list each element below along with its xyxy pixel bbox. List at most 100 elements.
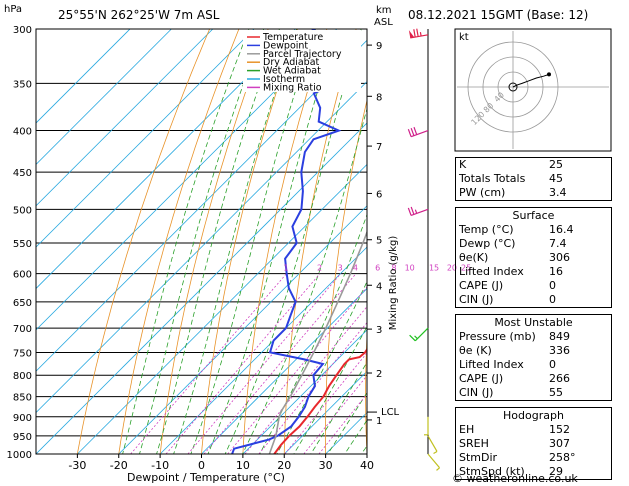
hodo-value: 152 — [549, 423, 570, 436]
surface-value: 0 — [549, 293, 556, 306]
pressure-tick-label: 300 — [13, 25, 32, 36]
hodograph-unit: kt — [459, 32, 469, 43]
indices-panel: K 25 Totals Totals 45 PW (cm) 3.4 Surface Tem… — [455, 157, 612, 486]
wet-adiabat — [156, 29, 280, 454]
surface-row: CAPE (J) 0 — [456, 279, 611, 293]
isotherm — [159, 246, 367, 454]
surface-title: Surface — [512, 209, 555, 222]
mu-label: Lifted Index — [459, 358, 524, 371]
surface-row: Lifted Index 16 — [456, 265, 611, 279]
hodo-row: EH 152 — [456, 423, 611, 437]
isotherm — [284, 370, 367, 454]
mixing-ratio-label: 6 — [375, 264, 380, 273]
index-label: PW (cm) — [459, 186, 506, 199]
dry-adiabat — [615, 5, 629, 472]
wind-barb — [409, 327, 429, 342]
hodo-label: SREH — [459, 437, 489, 450]
isotherm — [201, 287, 367, 454]
most-unstable-title: Most Unstable — [494, 316, 573, 329]
height-unit-top: km — [376, 5, 392, 16]
dry-adiabat — [365, 328, 367, 454]
isotherm — [36, 29, 338, 331]
x-tick-label: -10 — [151, 459, 169, 472]
dry-adiabat — [76, 29, 211, 454]
isotherm — [36, 29, 214, 207]
mu-value: 336 — [549, 344, 570, 357]
surface-value: 16 — [549, 265, 563, 278]
surface-label: Dewp (°C) — [459, 237, 516, 250]
hodo-value: 258° — [549, 451, 576, 464]
index-row: Totals Totals 45 — [456, 172, 611, 186]
surface-row: CIN (J) 0 — [456, 293, 611, 307]
pressure-tick-label: 1000 — [7, 450, 32, 461]
surface-value: 7.4 — [549, 237, 567, 250]
mu-row: CIN (J) 55 — [456, 386, 611, 400]
mixing-ratio-label: 25 — [461, 264, 471, 273]
mixing-ratio-label: 8 — [392, 264, 397, 273]
pressure-unit: hPa — [4, 4, 22, 15]
series-parcel-trajectory — [268, 230, 367, 454]
x-tick-label: -30 — [68, 459, 86, 472]
indices-top-box: K 25 Totals Totals 45 PW (cm) 3.4 — [455, 157, 612, 201]
location-title: 25°55'N 262°25'W 7m ASL — [58, 8, 220, 22]
legend-label: Temperature — [262, 32, 323, 43]
x-tick-label: 40 — [360, 459, 374, 472]
mixing-ratio-line — [187, 273, 342, 454]
surface-label: CIN (J) — [459, 293, 494, 306]
most-unstable-box: Most Unstable Pressure (mb) 849 θe (K) 336 L… — [455, 314, 612, 401]
index-value: 25 — [549, 158, 563, 171]
mu-value: 0 — [549, 358, 556, 371]
mu-value: 849 — [549, 330, 570, 343]
hodograph-box: Hodograph EH 152 SREH 307 StmDir 258° StmSpd (… — [455, 407, 612, 480]
height-tick-label: 3 — [376, 325, 382, 336]
pressure-tick-label: 700 — [13, 324, 32, 335]
mixing-ratio-line — [130, 273, 287, 454]
legend-label: Dry Adiabat — [263, 57, 320, 68]
legend-label: Parcel Trajectory — [263, 49, 342, 60]
wet-adiabat — [207, 29, 338, 454]
pressure-tick-label: 900 — [13, 413, 32, 424]
mixing-ratio-label: 4 — [353, 264, 358, 273]
pressure-tick-label: 750 — [13, 348, 32, 359]
datetime-title: 08.12.2021 15GMT (Base: 12) — [408, 8, 589, 22]
surface-row: Dewp (°C) 7.4 — [456, 237, 611, 251]
surface-box: Surface Temp (°C) 16.4 Dewp (°C) 7.4 θe(K) 30… — [455, 207, 612, 308]
x-tick-label: -20 — [110, 459, 128, 472]
mu-row: Lifted Index 0 — [456, 358, 611, 372]
wind-barb — [407, 126, 429, 138]
surface-value: 16.4 — [549, 223, 574, 236]
dry-adiabat — [118, 29, 240, 454]
mu-label: CAPE (J) — [459, 372, 504, 385]
mixing-ratio-label: 20 — [447, 264, 457, 273]
wind-barb — [408, 28, 429, 39]
wet-adiabat — [224, 29, 362, 454]
x-tick-label: 30 — [319, 459, 333, 472]
pressure-tick-label: 450 — [13, 168, 32, 179]
wind-barb — [424, 416, 429, 436]
index-row: PW (cm) 3.4 — [456, 186, 611, 200]
wet-adiabat — [259, 213, 367, 454]
legend-label: Wet Adiabat — [263, 66, 321, 77]
height-tick-label: 8 — [376, 92, 382, 103]
wind-barbs — [407, 28, 441, 471]
surface-value: 0 — [549, 279, 556, 292]
isotherm — [36, 29, 296, 290]
mu-value: 55 — [549, 386, 563, 399]
surface-row: θe(K) 306 — [456, 251, 611, 265]
mixing-ratio-label: 1 — [283, 264, 288, 273]
legend-label: Mixing Ratio — [263, 82, 322, 93]
storm-motion-marker — [508, 82, 518, 92]
wet-adiabat — [122, 29, 250, 454]
surface-label: θe(K) — [459, 251, 489, 264]
wet-adiabat — [139, 29, 265, 454]
surface-value: 306 — [549, 251, 570, 264]
mixing-ratio-label: 15 — [429, 264, 439, 273]
isotherm — [118, 205, 367, 454]
axes: 1 2 3 4 6 8 10 15 20 2530035040045050055060065070… — [7, 25, 472, 472]
pressure-tick-label: 950 — [13, 432, 32, 443]
height-tick-label: 1 — [376, 416, 382, 427]
x-tick-label: 20 — [277, 459, 291, 472]
